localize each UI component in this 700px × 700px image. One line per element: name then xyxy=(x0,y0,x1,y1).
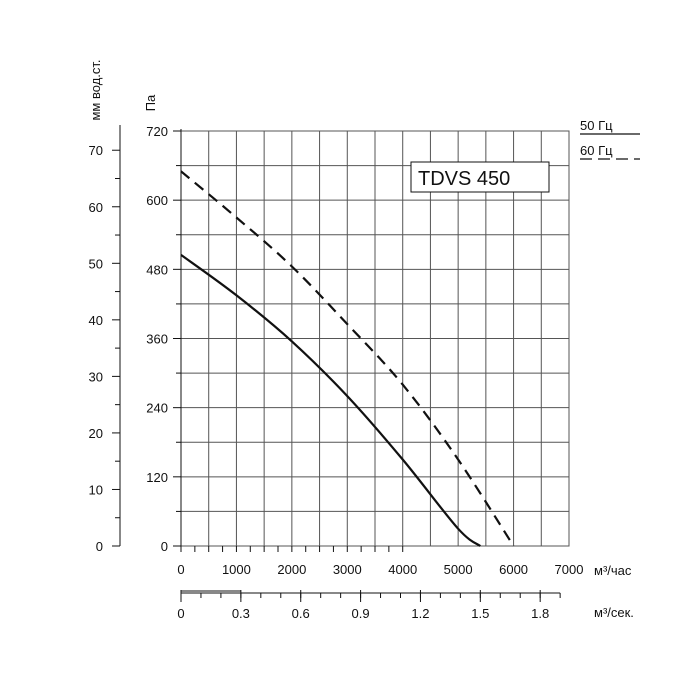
legend: 50 Гц 60 Гц xyxy=(580,118,640,160)
x-axis-tick-label: 5000 xyxy=(444,562,473,577)
y-axis-inner-tick-label: 720 xyxy=(146,124,168,139)
x-axis-tick-label: 4000 xyxy=(388,562,417,577)
grid xyxy=(180,130,570,547)
y-axis-outer-tick-label: 20 xyxy=(89,426,103,441)
y-axis-inner-tick-label: 0 xyxy=(161,539,168,554)
x-axis-tick-label: 2000 xyxy=(277,562,306,577)
model-label-box xyxy=(410,161,550,193)
x-axis-label: м³/час xyxy=(594,563,632,578)
series xyxy=(180,170,515,547)
x-axis-tick-label: 6000 xyxy=(499,562,528,577)
y-axis-outer-tick-label: 10 xyxy=(89,482,103,497)
y-axis-outer-tick-label: 50 xyxy=(89,256,103,271)
y-axis-outer-tick-label: 60 xyxy=(89,200,103,215)
y-axis-outer-label: мм вод.ст. xyxy=(88,59,103,120)
y-axis-inner-label: Па xyxy=(143,94,158,111)
x-axis-secondary-tick-label: 0.3 xyxy=(232,606,250,621)
x-axis-tick-label: 0 xyxy=(177,562,184,577)
legend-label-60hz: 60 Гц xyxy=(580,143,613,158)
x-axis-secondary-tick-label: 1.2 xyxy=(411,606,429,621)
y-axis-outer-tick-label: 30 xyxy=(89,369,103,384)
y-axis-inner-tick-label: 360 xyxy=(146,332,168,347)
x-axis-secondary-tick-label: 0.6 xyxy=(292,606,310,621)
x-axis-secondary-tick-label: 0 xyxy=(177,606,184,621)
axes xyxy=(112,125,561,602)
legend-label-50hz: 50 Гц xyxy=(580,118,613,133)
y-axis-inner-tick-label: 120 xyxy=(146,470,168,485)
x-axis-secondary-label: м³/сек. xyxy=(594,605,634,620)
x-axis-tick-label: 1000 xyxy=(222,562,251,577)
y-axis-inner-tick-label: 600 xyxy=(146,193,168,208)
y-axis-inner-tick-label: 480 xyxy=(146,262,168,277)
series-line-60hz xyxy=(180,170,515,547)
x-axis-tick-label: 3000 xyxy=(333,562,362,577)
labels: 0 120 240 360 480 600 720 0 10 20 30 40 50 60 70 0 1000 2… xyxy=(89,124,584,621)
x-axis-secondary-tick-label: 1.5 xyxy=(471,606,489,621)
series-line-50hz xyxy=(180,254,481,547)
y-axis-outer-tick-label: 0 xyxy=(96,539,103,554)
y-axis-inner-tick-label: 240 xyxy=(146,401,168,416)
x-axis-tick-label: 7000 xyxy=(555,562,584,577)
x-axis-secondary-tick-label: 0.9 xyxy=(352,606,370,621)
x-axis-secondary-tick-label: 1.8 xyxy=(531,606,549,621)
y-axis-outer-tick-label: 40 xyxy=(89,313,103,328)
model-label: TDVS 450 xyxy=(418,168,510,190)
y-axis-outer-tick-label: 70 xyxy=(89,143,103,158)
